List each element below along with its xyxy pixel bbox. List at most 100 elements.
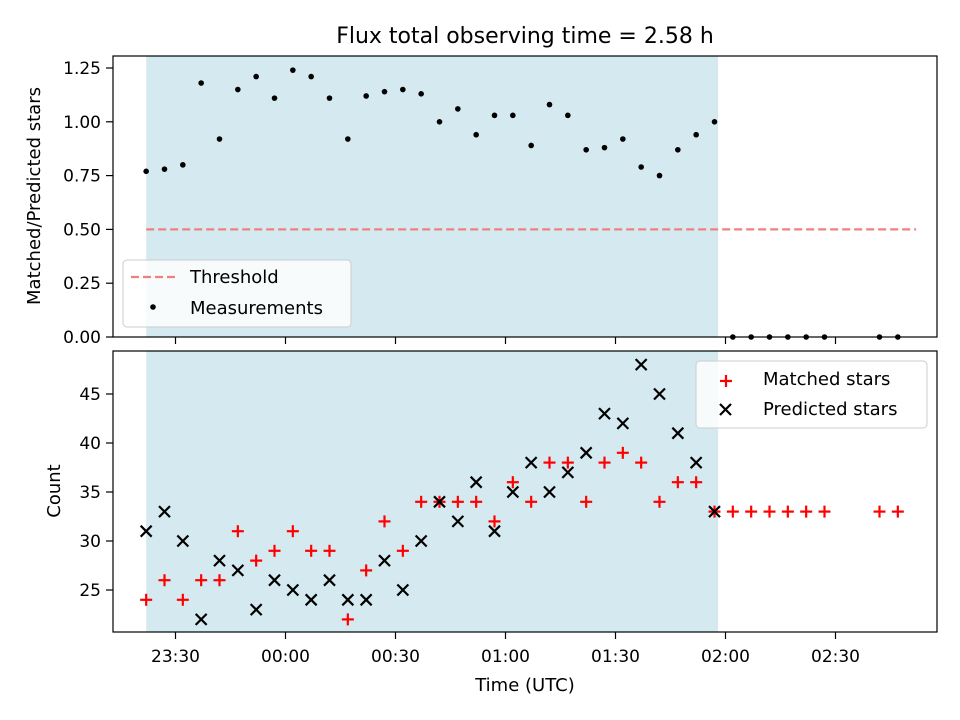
matched-star-point xyxy=(726,505,739,518)
predicted-star-point xyxy=(323,573,336,587)
predicted-star-point xyxy=(414,534,428,548)
measurement-point xyxy=(546,101,553,108)
matched-legend-swatch xyxy=(720,375,732,387)
threshold-legend-label: Threshold xyxy=(189,267,279,288)
matched-star-point xyxy=(176,593,189,606)
bottom-panel: 25 30 35 40 45 23:30 00:00 00:30 01:00 01:30 02:0… xyxy=(44,350,938,696)
matched-star-point xyxy=(818,505,831,518)
measurement-point xyxy=(198,80,204,86)
measurement-point xyxy=(473,131,479,138)
measurement-point xyxy=(711,119,718,125)
predicted-star-point xyxy=(139,524,153,538)
measurement-point xyxy=(528,142,534,149)
measurement-point xyxy=(491,112,498,119)
matched-star-point xyxy=(800,505,813,518)
measurement-point xyxy=(308,73,314,80)
matched-star-point xyxy=(250,554,263,567)
predicted-star-point xyxy=(561,466,575,479)
predicted-star-point xyxy=(708,505,721,518)
top-x-ticks xyxy=(174,337,837,344)
measurement-point xyxy=(510,112,516,119)
top-y-axis-label: Matched/Predicted stars xyxy=(24,87,45,305)
predicted-star-point xyxy=(176,534,190,548)
matched-star-point xyxy=(360,564,373,577)
top-y-tick-label: 1.25 xyxy=(63,59,101,79)
matched-star-point xyxy=(341,613,354,626)
measurement-point xyxy=(253,73,259,80)
matched-star-point xyxy=(635,456,648,469)
measurement-point xyxy=(381,88,388,95)
matched-star-point xyxy=(873,505,886,518)
predicted-star-point xyxy=(488,524,501,538)
predicted-star-point xyxy=(524,456,538,469)
measurement-point xyxy=(290,67,296,73)
top-y-tick-label: 0.00 xyxy=(63,328,101,348)
predicted-star-point xyxy=(304,593,318,607)
matched-star-point xyxy=(763,505,776,518)
matched-star-point xyxy=(451,495,464,508)
measurement-point xyxy=(638,164,644,170)
bottom-y-ticks: 25 30 35 40 45 xyxy=(79,385,113,601)
top-y-tick-label: 1.00 xyxy=(63,113,101,133)
top-y-tick-label: 0.50 xyxy=(63,220,101,240)
bottom-x-ticks: 23:30 00:00 00:30 01:00 01:30 02:00 02:30 xyxy=(151,632,860,667)
measurement-point xyxy=(601,144,608,151)
measurement-point xyxy=(271,95,278,101)
matched-star-point xyxy=(690,476,703,489)
x-tick-label: 00:00 xyxy=(261,647,310,667)
matched-star-point xyxy=(231,525,244,538)
measurement-point xyxy=(693,131,699,138)
matched-star-point xyxy=(580,495,593,508)
bottom-y-tick-label: 40 xyxy=(79,434,101,454)
measurement-point xyxy=(418,91,424,97)
top-marks xyxy=(143,67,917,340)
top-legend-box xyxy=(122,259,352,328)
predicted-star-point xyxy=(213,554,226,567)
measurements-legend-label: Measurements xyxy=(190,298,323,319)
measurement-point xyxy=(345,136,351,142)
measurement-point xyxy=(400,86,406,93)
measurement-point xyxy=(565,112,571,119)
matched-star-point xyxy=(616,446,629,459)
measurement-point xyxy=(583,146,589,153)
predicted-star-point xyxy=(378,554,391,567)
bottom-y-axis-label: Count xyxy=(44,464,65,517)
matched-star-point xyxy=(286,525,299,538)
predicted-legend-label: Predicted stars xyxy=(763,399,897,420)
predicted-legend-swatch xyxy=(719,403,732,416)
predicted-star-point xyxy=(451,515,465,528)
predicted-star-point xyxy=(249,603,263,616)
predicted-star-point xyxy=(616,417,630,430)
matched-legend-label: Matched stars xyxy=(763,369,890,390)
predicted-star-point xyxy=(598,407,611,420)
measurement-point xyxy=(180,162,186,168)
matched-star-point xyxy=(561,456,574,469)
bottom-shaded-region xyxy=(146,351,719,632)
predicted-star-point xyxy=(689,456,703,469)
predicted-star-point xyxy=(158,505,171,518)
matched-star-point xyxy=(598,456,611,469)
predicted-star-point xyxy=(671,426,685,440)
top-legend: Threshold Measurements xyxy=(122,259,352,328)
matched-star-point xyxy=(158,574,171,587)
measurement-point xyxy=(143,168,149,175)
measurement-point xyxy=(363,93,369,99)
measurements-legend-swatch xyxy=(150,304,156,310)
predicted-star-point xyxy=(359,593,373,607)
matched-star-point xyxy=(140,593,153,606)
predicted-star-point xyxy=(579,446,593,460)
bottom-legend-box xyxy=(695,360,928,429)
measurement-point xyxy=(235,86,241,93)
bottom-marks xyxy=(139,358,904,626)
x-tick-label: 23:30 xyxy=(151,647,200,667)
x-tick-label: 02:30 xyxy=(811,647,860,667)
matched-star-point xyxy=(488,515,501,528)
predicted-star-point xyxy=(396,583,410,597)
measurement-point xyxy=(216,136,223,142)
predicted-star-point xyxy=(543,485,556,499)
bottom-y-tick-label: 45 xyxy=(79,385,101,405)
matched-star-point xyxy=(396,544,409,557)
matched-star-point xyxy=(305,544,318,557)
top-y-ticks: 0.00 0.25 0.50 0.75 1.00 1.25 xyxy=(63,59,113,348)
